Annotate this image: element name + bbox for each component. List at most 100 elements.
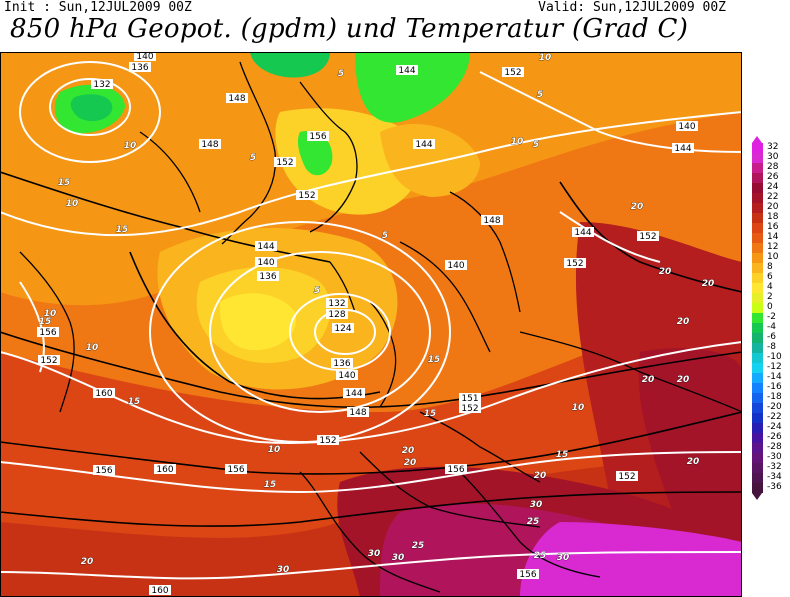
geopotential-label: 156: [39, 328, 56, 338]
geopotential-label: 144: [674, 144, 691, 154]
legend-label: -8: [767, 342, 776, 352]
geopotential-label: 160: [156, 465, 173, 475]
geopotential-label-bg: [37, 327, 59, 337]
geopotential-label: 136: [259, 272, 276, 282]
temperature-label: 30: [392, 553, 405, 563]
legend-label: -28: [767, 442, 782, 452]
legend-swatch: [752, 173, 763, 183]
geopotential-label: 136: [131, 63, 148, 73]
legend-entry: -8: [752, 342, 790, 353]
geopotential-label: 140: [678, 122, 695, 132]
temperature-label: 15: [556, 450, 569, 460]
temperature-label: 25: [534, 551, 547, 561]
geopotential-label-bg: [502, 67, 524, 77]
geopotential-label: 140: [257, 258, 274, 268]
weather-map: 1401361321481561521441441521401441481521…: [0, 52, 742, 597]
legend-swatch: [752, 393, 763, 403]
temperature-label: 20: [631, 202, 644, 212]
temperature-label: 20: [677, 375, 690, 385]
geopotential-label-bg: [564, 258, 586, 268]
temperature-label: 20: [702, 279, 715, 289]
geopotential-label-bg: [257, 271, 279, 281]
geopotential-label: 156: [95, 466, 112, 476]
legend-label: -26: [767, 432, 782, 442]
legend-entry: -28: [752, 442, 790, 453]
legend-swatch: [752, 343, 763, 353]
geopotential-label: 148: [349, 408, 366, 418]
temperature-label: 15: [428, 355, 441, 365]
legend-label: -6: [767, 332, 776, 342]
temperature-label: 5: [533, 140, 539, 150]
legend-label: 2: [767, 292, 773, 302]
temperature-label: 15: [39, 317, 52, 327]
legend-swatch: [752, 183, 763, 193]
legend-entry: -16: [752, 382, 790, 393]
geopotential-label-bg: [225, 464, 247, 474]
temperature-label: 10: [268, 445, 281, 455]
geopotential-label: 156: [519, 570, 536, 580]
legend-swatch: [752, 383, 763, 393]
geopotential-label-bg: [572, 227, 594, 237]
temperature-label: 15: [116, 225, 129, 235]
legend-entry: -2: [752, 312, 790, 323]
legend-entry: -20: [752, 402, 790, 413]
geopotential-label-bg: [343, 388, 365, 398]
temperature-label: 15: [264, 480, 277, 490]
geopotential-label: 132: [328, 299, 345, 309]
geopotential-label: 152: [276, 158, 293, 168]
geopotential-label-bg: [396, 65, 418, 75]
legend-swatch: [752, 293, 763, 303]
legend-label: 20: [767, 202, 779, 212]
legend-entry: 22: [752, 192, 790, 203]
legend-swatch: [752, 413, 763, 423]
legend-entry: 6: [752, 272, 790, 283]
legend-entry: -14: [752, 372, 790, 383]
legend-swatch: [752, 463, 763, 473]
legend-swatch: [752, 243, 763, 253]
temperature-label: 25: [527, 517, 540, 527]
geopotential-label: 148: [228, 94, 245, 104]
legend-label: 22: [767, 192, 779, 202]
geopotential-label-bg: [154, 464, 176, 474]
geopotential-label-bg: [481, 215, 503, 225]
coastlines: [19, 61, 742, 593]
geopotential-label: 148: [483, 216, 500, 226]
legend-swatch: [752, 403, 763, 413]
legend-label: -20: [767, 402, 782, 412]
temperature-label: 10: [86, 343, 99, 353]
temperature-label: 20: [677, 317, 690, 327]
legend-label: -12: [767, 362, 782, 372]
geopotential-label-bg: [517, 569, 539, 579]
temperature-label: 15: [58, 178, 71, 188]
geopotential-label: 148: [201, 140, 218, 150]
geopotential-label-bg: [93, 388, 115, 398]
legend-label: -32: [767, 462, 782, 472]
legend-swatch: [752, 313, 763, 323]
temperature-label: 5: [314, 286, 320, 296]
geopotential-label-bg: [676, 121, 698, 131]
legend-label: -34: [767, 472, 782, 482]
legend-label: 6: [767, 272, 773, 282]
legend-label: 12: [767, 242, 779, 252]
legend-label: -18: [767, 392, 782, 402]
geopotential-label: 160: [95, 389, 112, 399]
legend-swatch: [752, 373, 763, 383]
geopotential-label-bg: [616, 471, 638, 481]
geopotential-label: 160: [151, 586, 168, 596]
geopotential-label: 152: [639, 232, 656, 242]
legend-label: -16: [767, 382, 782, 392]
legend-swatch: [752, 353, 763, 363]
geopotential-label: 144: [574, 228, 591, 238]
geopotential-label: 152: [566, 259, 583, 269]
legend-swatch: [752, 163, 763, 173]
legend-entry: -32: [752, 462, 790, 473]
temperature-label: 20: [402, 446, 415, 456]
legend-entry: -6: [752, 332, 790, 343]
geopotential-label-bg: [255, 241, 277, 251]
temperature-label: 20: [81, 557, 94, 567]
legend-swatch: [752, 233, 763, 243]
legend-label: -4: [767, 322, 776, 332]
legend-label: -22: [767, 412, 782, 422]
geopotential-label-bg: [347, 407, 369, 417]
legend-label: -14: [767, 372, 782, 382]
